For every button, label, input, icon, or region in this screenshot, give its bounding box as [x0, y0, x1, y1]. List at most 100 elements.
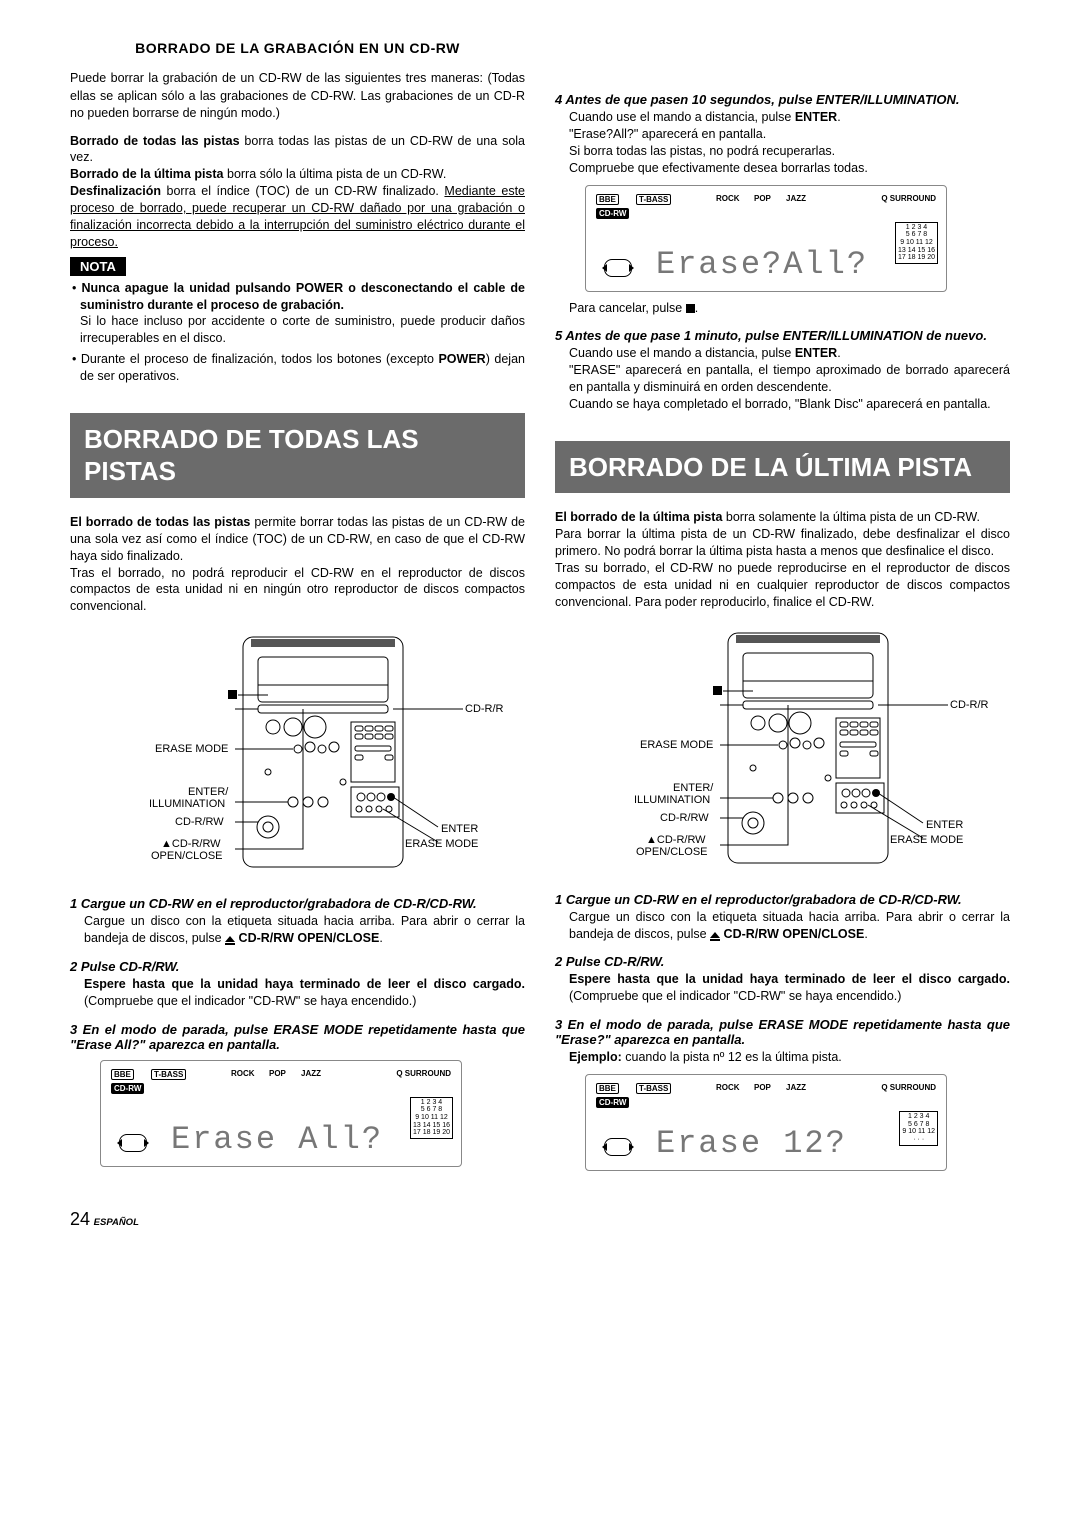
stepA5-body: Cuando use el mando a distancia, pulse E… — [569, 345, 1010, 413]
track-row: 9 10 11 12 — [898, 239, 935, 247]
svg-text:ENTER: ENTER — [926, 819, 963, 831]
track-row: 17 18 19 20 — [898, 254, 935, 262]
lcd-pop: POP — [269, 1069, 286, 1078]
erase-last-p1: El borrado de la última pista borra sola… — [555, 509, 1010, 526]
intro-unfinalize: Desfinalización borra el índice (TOC) de… — [70, 183, 525, 251]
svg-text:CD-R/RW: CD-R/RW — [660, 812, 709, 824]
track-row: 1 2 3 4 — [413, 1099, 450, 1107]
device-diagram-last: CD-R/RW ERASE MODE ENTER/ ILLUMINATION C… — [578, 623, 988, 878]
stepA5-l1-bold: ENTER — [795, 346, 837, 360]
lcd-erase-all-confirm: BBE T-BASS ROCK POP JAZZ Q SURROUND CD-R… — [585, 185, 947, 292]
track-row: 13 14 15 16 — [413, 1122, 450, 1130]
lcd-text: Erase?All? — [656, 246, 868, 283]
lcd-bbe: BBE — [596, 1083, 619, 1094]
left-column: BORRADO DE LA GRABACIÓN EN UN CD-RW Pued… — [70, 40, 525, 1179]
track-row: · · · — [902, 1136, 935, 1144]
track-row: 17 18 19 20 — [413, 1129, 450, 1137]
lcd-rock: ROCK — [231, 1069, 255, 1078]
stepB2-bold: Espere hasta que la unidad haya terminad… — [569, 972, 1010, 986]
lcd-pop: POP — [754, 1083, 771, 1092]
lcd-jazz: JAZZ — [786, 1083, 806, 1092]
stepA2-head: 2 Pulse CD-R/RW. — [70, 959, 525, 974]
svg-text:CD-R/RW: CD-R/RW — [465, 703, 503, 715]
unfinalize-text: borra el índice (TOC) de un CD-RW finali… — [161, 184, 444, 198]
lcd-tbass: T-BASS — [151, 1069, 186, 1080]
stepA1-bold: CD-R/RW OPEN/CLOSE — [235, 931, 379, 945]
track-row: 5 6 7 8 — [413, 1106, 450, 1114]
stepA5-l2: "ERASE" aparecerá en pantalla, el tiempo… — [569, 363, 1010, 394]
stepA2-bold: Espere hasta que la unidad haya terminad… — [84, 977, 525, 991]
stepB2-head: 2 Pulse CD-R/RW. — [555, 954, 1010, 969]
lcd-cdrw: CD-RW — [596, 208, 629, 219]
track-row: 5 6 7 8 — [902, 1121, 935, 1129]
lcd-pop: POP — [754, 194, 771, 203]
lcd-text: Erase All? — [171, 1121, 383, 1158]
stepB1-body: Cargue un disco con la etiqueta situada … — [569, 909, 1010, 943]
track-row: 9 10 11 12 — [413, 1114, 450, 1122]
erase-all-p2: Tras el borrado, no podrá reproducir el … — [70, 565, 525, 616]
stepA5-l3: Cuando se haya completado el borrado, "B… — [569, 397, 991, 411]
svg-text:ERASE MODE: ERASE MODE — [640, 739, 713, 751]
nota2-pre: Durante el proceso de finalización, todo… — [81, 352, 439, 366]
device-svg: CD-R/RW ERASE MODE ENTER/ ILLUMINATION C… — [578, 623, 988, 878]
nota-item-1: • Nunca apague la unidad pulsando POWER … — [70, 280, 525, 348]
page-header-title: BORRADO DE LA GRABACIÓN EN UN CD-RW — [70, 40, 525, 56]
svg-text:ENTER/: ENTER/ — [673, 782, 714, 794]
repeat-icon — [119, 1134, 147, 1152]
svg-text:▲CD-R/RW: ▲CD-R/RW — [161, 838, 221, 850]
erase-last-p1-bold: El borrado de la última pista — [555, 510, 722, 524]
stepA2-rest: (Compruebe que el indicador "CD-RW" se h… — [84, 994, 416, 1008]
right-column: 4 Antes de que pasen 10 segundos, pulse … — [555, 40, 1010, 1179]
stepB3-head: 3 En el modo de parada, pulse ERASE MODE… — [555, 1017, 1010, 1047]
lcd-rock: ROCK — [716, 1083, 740, 1092]
lcd-bbe: BBE — [111, 1069, 134, 1080]
section-erase-all-title: BORRADO DE TODAS LAS PISTAS — [70, 413, 525, 498]
erase-last-p3: Tras su borrado, el CD-RW no puede repro… — [555, 560, 1010, 611]
svg-text:ENTER/: ENTER/ — [188, 786, 229, 798]
lcd-cdrw: CD-RW — [111, 1083, 144, 1094]
track-row: 5 6 7 8 — [898, 231, 935, 239]
svg-text:ERASE MODE: ERASE MODE — [890, 834, 963, 846]
unfinalize-label: Desfinalización — [70, 184, 161, 198]
nota1-bold: Nunca apague la unidad pulsando POWER o … — [80, 281, 525, 312]
stepA3-head: 3 En el modo de parada, pulse ERASE MODE… — [70, 1022, 525, 1052]
lcd-rock: ROCK — [716, 194, 740, 203]
intro-erase-last: Borrado de la última pista borra sólo la… — [70, 166, 525, 183]
eject-icon — [225, 936, 235, 942]
stepA5-head: 5 Antes de que pase 1 minuto, pulse ENTE… — [555, 328, 1010, 343]
device-svg: CD-R/RW ERASE MODE ENTER/ ILLUMINATION C… — [93, 627, 503, 882]
stepA2-body: Espere hasta que la unidad haya terminad… — [84, 976, 525, 1010]
device-diagram-all: CD-R/RW ERASE MODE ENTER/ ILLUMINATION C… — [93, 627, 503, 882]
page-footer: 24 ESPAÑOL — [0, 1209, 1080, 1260]
stepA1-body: Cargue un disco con la etiqueta situada … — [84, 913, 525, 947]
lcd-tbass: T-BASS — [636, 1083, 671, 1094]
svg-text:OPEN/CLOSE: OPEN/CLOSE — [151, 850, 223, 862]
svg-text:OPEN/CLOSE: OPEN/CLOSE — [636, 846, 708, 858]
lcd-jazz: JAZZ — [786, 194, 806, 203]
lcd-qsur: Q SURROUND — [881, 1083, 936, 1092]
stepA4-l1-bold: ENTER — [795, 110, 837, 124]
svg-text:CD-R/RW: CD-R/RW — [175, 816, 224, 828]
stepB1-bold: CD-R/RW OPEN/CLOSE — [720, 927, 864, 941]
stepB3-ex: Ejemplo: cuando la pista nº 12 es la últ… — [569, 1049, 1010, 1066]
erase-last-text: borra sólo la última pista de un CD-RW. — [224, 167, 447, 181]
lcd-tracks: 1 2 3 4 5 6 7 8 9 10 11 12 13 14 15 16 1… — [410, 1097, 453, 1139]
erase-last-label: Borrado de la última pista — [70, 167, 224, 181]
stepA1-head: 1 Cargue un CD-RW en el reproductor/grab… — [70, 896, 525, 911]
page-number: 24 — [70, 1209, 90, 1229]
page-content: BORRADO DE LA GRABACIÓN EN UN CD-RW Pued… — [0, 0, 1080, 1209]
lcd-tbass: T-BASS — [636, 194, 671, 205]
stepA4-head: 4 Antes de que pasen 10 segundos, pulse … — [555, 92, 1010, 107]
lcd-qsur: Q SURROUND — [881, 194, 936, 203]
track-row: 13 14 15 16 — [898, 247, 935, 255]
lcd-cdrw: CD-RW — [596, 1097, 629, 1108]
page-language: ESPAÑOL — [94, 1217, 139, 1228]
stepB2-body: Espere hasta que la unidad haya terminad… — [569, 971, 1010, 1005]
lcd-tracks: 1 2 3 4 5 6 7 8 9 10 11 12 · · · — [899, 1111, 938, 1146]
cancel-pre: Para cancelar, pulse — [569, 301, 686, 315]
track-row: 9 10 11 12 — [902, 1128, 935, 1136]
nota2-bold: POWER — [438, 352, 485, 366]
nota-item-2: • Durante el proceso de finalización, to… — [70, 351, 525, 385]
stepA4-body: Cuando use el mando a distancia, pulse E… — [569, 109, 1010, 177]
erase-last-p1-rest: borra solamente la última pista de un CD… — [722, 510, 980, 524]
